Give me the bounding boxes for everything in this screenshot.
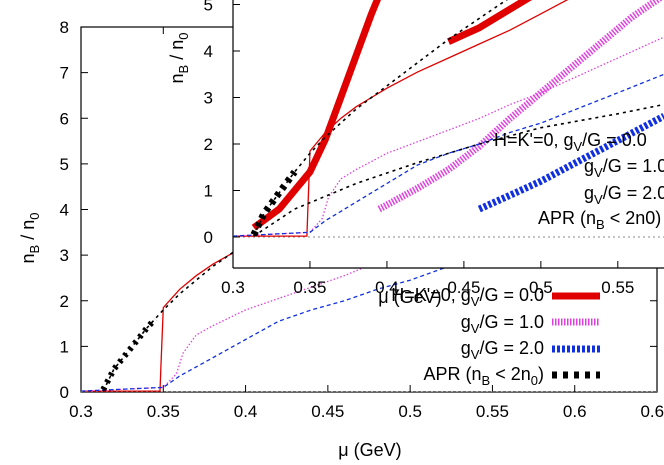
inset-y-tick-label: 5 [204, 0, 213, 15]
inset-x-tick-label: 0.4 [375, 278, 399, 297]
inset-x-tick-label: 0.3 [221, 278, 245, 297]
inset-legend-text-1: H=K'=0, gV/G = 0.0 [494, 130, 647, 154]
main-y-tick-label: 7 [60, 64, 69, 83]
legend-label-g2: gV/G = 2.0 [461, 338, 544, 362]
inset-y-tick-label: 2 [204, 135, 213, 154]
main-y-tick-label: 5 [60, 155, 69, 174]
main-legend: H=K'=0, gV/G = 0.0 gV/G = 1.0 gV/G = 2.0… [391, 285, 600, 388]
inset-x-tick-label: 0.35 [293, 278, 326, 297]
inset-series-line-2 [233, 73, 664, 237]
inset-series-line-3 [253, 0, 508, 237]
main-x-tick-label: 0.6 [563, 402, 587, 421]
main-y-tick-label: 6 [60, 109, 69, 128]
inset-background [233, 0, 664, 268]
main-y-tick-label: 0 [60, 383, 69, 402]
inset-y-tick-label: 0 [204, 228, 213, 247]
main-y-tick-label: 2 [60, 292, 69, 311]
inset-x-axis-label: μ (GeV) [378, 287, 441, 307]
inset-series-line2-3 [253, 103, 664, 237]
main-axis-ticks: 0.3 0.35 0.4 0.45 0.5 0.55 0.6 0.65 0 1 2 3 4 5 6 7 8 [60, 18, 664, 421]
inset-series-group [233, 0, 664, 238]
main-x-tick-label: 0.35 [147, 402, 180, 421]
main-y-tick-label: 3 [60, 246, 69, 265]
inset-panel: 0.3 0.35 0.4 0.45 0.5 0.55 0 1 2 3 4 5 nB / n0 H=K'… [167, 0, 664, 307]
inset-y-tick-label: 1 [204, 182, 213, 201]
main-x-axis-label: μ (GeV) [338, 440, 401, 460]
main-y-axis-label: nB / n0 [18, 213, 42, 264]
main-x-tick-label: 0.45 [311, 402, 344, 421]
inset-series-thick-2 [477, 113, 664, 213]
inset-series-thick-3 [250, 169, 298, 237]
main-series-thick-3 [100, 316, 158, 392]
main-x-tick-label: 0.4 [234, 402, 258, 421]
legend-label-g1: gV/G = 1.0 [461, 312, 544, 336]
inset-y-axis-label: nB / n0 [167, 33, 191, 84]
inset-series-line-1 [233, 36, 664, 237]
main-series-line-2 [81, 190, 657, 392]
inset-y-tick-label: 4 [204, 42, 213, 61]
main-x-tick-label: 0.55 [476, 402, 509, 421]
main-y-tick-label: 4 [60, 201, 69, 220]
inset-legend-text-4: APR (nB < 2n0) [538, 208, 661, 232]
inset-series-thick-0 [251, 0, 382, 231]
inset-x-tick-label: 0.5 [529, 278, 553, 297]
inset-legend-text-3: gV/G = 2.0 [584, 183, 664, 207]
inset-legend-text-2: gV/G = 1.0 [584, 156, 664, 180]
inset-series-thick2-0 [447, 0, 533, 45]
inset-y-tick-label: 3 [204, 89, 213, 108]
main-y-tick-label: 8 [60, 18, 69, 37]
legend-label-g0: H=K'=0, gV/G = 0.0 [391, 285, 544, 309]
inset-x-tick-label: 0.55 [601, 278, 634, 297]
main-x-tick-label: 0.65 [640, 402, 664, 421]
inset-legend: H=K'=0, gV/G = 0.0 gV/G = 1.0 gV/G = 2.0… [494, 130, 664, 232]
main-y-tick-label: 1 [60, 337, 69, 356]
main-x-tick-label: 0.5 [398, 402, 422, 421]
inset-axis-ticks: 0.3 0.35 0.4 0.45 0.5 0.55 0 1 2 3 4 5 [204, 0, 635, 297]
legend-label-apr: APR (nB < 2n0) [424, 364, 544, 388]
inset-x-tick-label: 0.45 [447, 278, 480, 297]
main-x-tick-label: 0.3 [69, 402, 93, 421]
